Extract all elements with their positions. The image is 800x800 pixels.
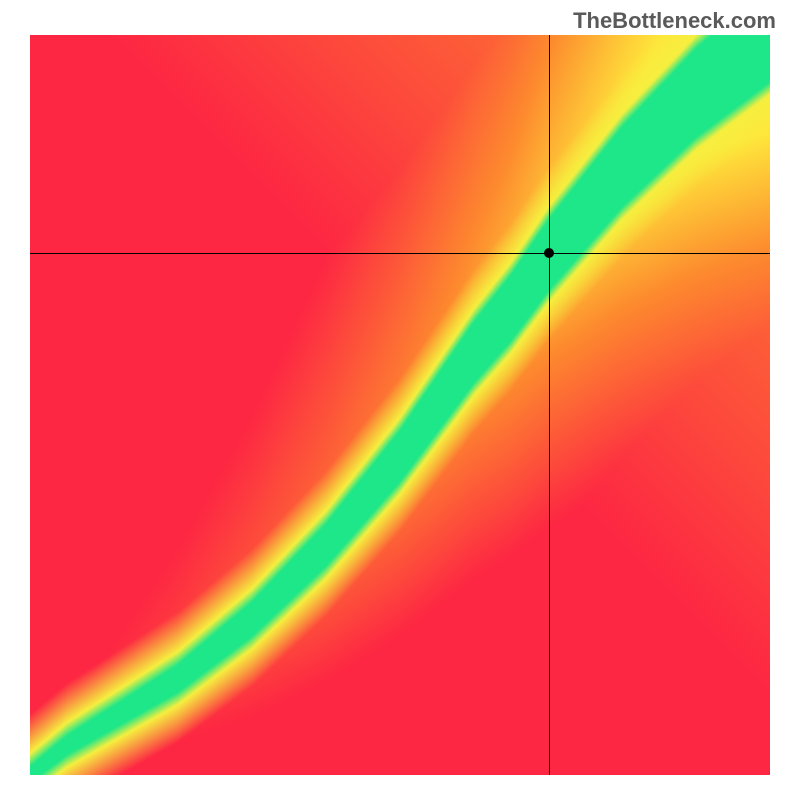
crosshair-horizontal — [30, 253, 770, 254]
crosshair-marker-dot — [544, 248, 554, 258]
bottleneck-heatmap — [30, 35, 770, 775]
watermark-text: TheBottleneck.com — [573, 8, 776, 34]
crosshair-vertical — [549, 35, 550, 775]
heatmap-canvas — [30, 35, 770, 775]
